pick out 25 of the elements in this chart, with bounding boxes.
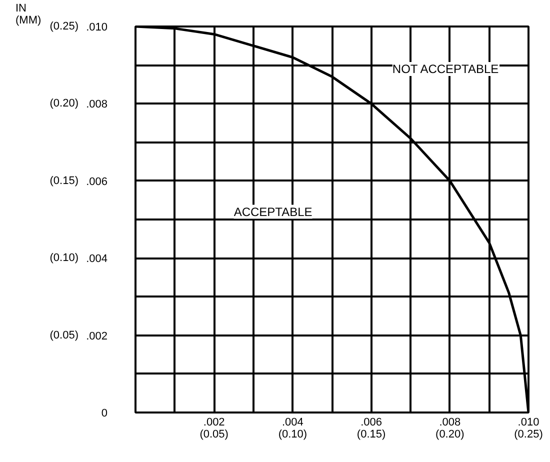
text: IN (MM) <box>16 2 42 26</box>
y2-tick-label: (0.25) <box>50 20 79 32</box>
x2-tick-label: (0.20) <box>436 428 464 440</box>
y2-tick-label: (0.15) <box>50 174 79 187</box>
x-tick-label: .006 <box>360 416 382 428</box>
x2-tick-label: (0.10) <box>278 428 308 440</box>
x-tick-label: .004 <box>282 416 304 428</box>
x2-tick-label: (0.15) <box>356 428 386 440</box>
y2-tick-label: (0.20) <box>50 98 79 110</box>
y2-tick-label: (0.10) <box>50 252 79 264</box>
y-tick-label: .006 <box>86 176 108 188</box>
x-tick-label: .008 <box>439 416 461 428</box>
y-tick-label: 0 <box>101 408 108 420</box>
line-series <box>136 26 528 412</box>
y-tick-label: .010 <box>86 22 108 34</box>
y-tick-label: .002 <box>86 330 108 342</box>
y-tick-label: .008 <box>86 98 108 111</box>
annotation: NOT ACCEPTABLE <box>392 62 499 76</box>
x-tick-label: .002 <box>203 416 225 428</box>
y2-tick-label: (0.05) <box>50 329 79 342</box>
x-tick-label: .010 <box>518 416 540 428</box>
x2-tick-label: (0.05) <box>200 428 228 440</box>
x2-tick-label: (0.25) <box>514 428 543 440</box>
annotation: ACCEPTABLE <box>234 204 312 219</box>
y-tick-label: .004 <box>86 253 108 266</box>
